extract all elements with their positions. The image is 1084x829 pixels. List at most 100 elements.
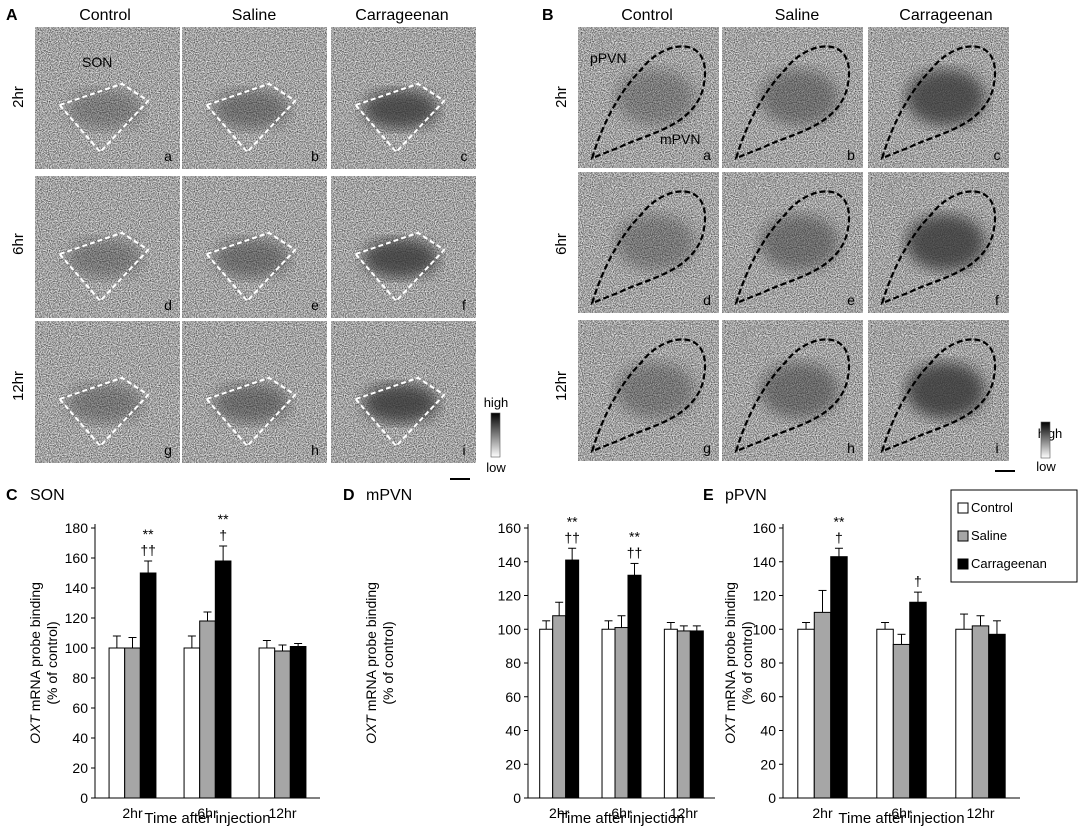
bar bbox=[124, 647, 141, 799]
son-outline bbox=[353, 231, 446, 303]
bar bbox=[988, 633, 1006, 799]
y-tick-label: 60 bbox=[72, 700, 88, 716]
chart-panel-letter: D bbox=[343, 487, 355, 504]
y-axis-label-unit: (% of control) bbox=[380, 621, 396, 704]
ppvn-outline bbox=[596, 178, 639, 206]
y-axis-label-unit: (% of control) bbox=[739, 621, 755, 704]
micrograph-tile: h bbox=[722, 320, 863, 461]
tile-letter: b bbox=[847, 147, 855, 163]
y-axis-label-gene: OXT bbox=[363, 714, 379, 744]
panel-b: B Control Saline Carrageenan 2hr 6hr 12h… bbox=[542, 7, 1062, 474]
y-tick-label: 180 bbox=[65, 520, 89, 536]
panel-a-column-header: Control bbox=[79, 7, 131, 24]
micrograph-tile: d bbox=[578, 172, 719, 313]
scale-low-label: low bbox=[1036, 459, 1056, 474]
micrograph-tile: h bbox=[182, 321, 327, 463]
bar bbox=[797, 628, 815, 799]
bar bbox=[627, 574, 642, 799]
tile-letter: b bbox=[311, 148, 319, 164]
panel-a-column-headers: Control Saline Carrageenan bbox=[79, 7, 448, 24]
panel-a-row-labels: 2hr 6hr 12hr bbox=[10, 86, 27, 401]
y-tick-label: 20 bbox=[760, 756, 776, 772]
y-tick-label: 160 bbox=[498, 520, 522, 536]
panel-b-column-header: Control bbox=[621, 7, 673, 24]
bar bbox=[274, 650, 291, 799]
y-tick-label: 120 bbox=[753, 588, 777, 604]
legend-swatch-control bbox=[957, 502, 969, 514]
y-axis-label: OXT mRNA probe binding bbox=[27, 582, 43, 744]
scale-high-label: high bbox=[484, 395, 509, 410]
son-outline bbox=[57, 82, 150, 154]
y-tick-label: 160 bbox=[753, 520, 777, 536]
micrograph-tile: i bbox=[868, 320, 1009, 461]
panel-b-column-header: Carrageenan bbox=[899, 7, 992, 24]
x-tick-label: 2hr bbox=[812, 805, 833, 821]
legend-label-control: Control bbox=[971, 500, 1013, 515]
y-tick-label: 100 bbox=[753, 621, 777, 637]
son-signal bbox=[362, 383, 439, 424]
son-signal bbox=[213, 238, 290, 279]
son-region-label: SON bbox=[82, 54, 112, 70]
pvn-signal bbox=[760, 69, 840, 126]
pvn-signal bbox=[760, 214, 840, 271]
pvn-signal bbox=[616, 362, 696, 419]
panel-b-row-label: 6hr bbox=[553, 233, 570, 255]
y-tick-label: 40 bbox=[760, 723, 776, 739]
tile-letter: c bbox=[461, 148, 468, 164]
son-outline bbox=[204, 82, 297, 154]
x-tick-label: 12hr bbox=[670, 805, 698, 821]
bar bbox=[876, 628, 894, 799]
son-outline bbox=[204, 231, 297, 303]
son-signal bbox=[362, 89, 439, 130]
bar bbox=[565, 559, 580, 799]
significance-marker: † bbox=[219, 527, 227, 543]
ppvn-outline bbox=[886, 178, 929, 206]
panel-a-row-label: 6hr bbox=[10, 233, 27, 255]
panel-b-intensity-scale: high low bbox=[995, 421, 1062, 474]
intensity-gradient-bar bbox=[490, 412, 501, 458]
mpvn-outline bbox=[734, 45, 851, 161]
bar bbox=[289, 646, 307, 799]
bar bbox=[955, 628, 973, 799]
pvn-signal bbox=[760, 362, 840, 419]
y-axis-label-text: mRNA probe binding bbox=[722, 582, 738, 715]
y-tick-label: 40 bbox=[505, 723, 521, 739]
mpvn-outline bbox=[734, 338, 851, 454]
son-signal bbox=[213, 383, 290, 424]
legend-swatch-carrageenan bbox=[957, 558, 969, 570]
panel-a-row-label: 12hr bbox=[10, 371, 27, 401]
panel-a-column-header: Saline bbox=[232, 7, 277, 24]
bar bbox=[183, 647, 201, 799]
panel-a-intensity-scale: high low bbox=[450, 395, 509, 480]
tile-letter: a bbox=[164, 148, 172, 164]
tile-letter: d bbox=[164, 297, 172, 313]
chart-title: SON bbox=[30, 487, 65, 504]
x-tick-label: 2hr bbox=[122, 805, 143, 821]
mpvn-outline bbox=[880, 338, 997, 454]
y-axis-label-gene: OXT bbox=[722, 714, 738, 744]
panel-a-row-label: 2hr bbox=[10, 86, 27, 108]
bar bbox=[258, 647, 276, 799]
tile-letter: h bbox=[311, 442, 319, 458]
significance-marker: ** bbox=[143, 526, 154, 542]
y-tick-label: 20 bbox=[505, 756, 521, 772]
son-outline bbox=[57, 376, 150, 448]
chart-panel-letter: E bbox=[703, 487, 714, 504]
bar bbox=[892, 643, 911, 799]
legend-swatch-saline bbox=[957, 530, 969, 542]
son-outline bbox=[204, 376, 297, 448]
y-axis-label-unit: (% of control) bbox=[44, 621, 60, 704]
mpvn-outline bbox=[590, 45, 707, 161]
x-tick-label: 2hr bbox=[549, 805, 570, 821]
y-tick-label: 60 bbox=[505, 689, 521, 705]
panel-b-row-label: 12hr bbox=[553, 371, 570, 401]
bar bbox=[214, 560, 232, 799]
y-axis-label: OXT mRNA probe binding bbox=[363, 582, 379, 744]
mpvn-outline bbox=[880, 190, 997, 306]
son-signal bbox=[213, 89, 290, 130]
ppvn-outline bbox=[740, 178, 783, 206]
mpvn-outline bbox=[590, 190, 707, 306]
significance-marker: ** bbox=[218, 511, 229, 527]
y-tick-label: 80 bbox=[505, 655, 521, 671]
